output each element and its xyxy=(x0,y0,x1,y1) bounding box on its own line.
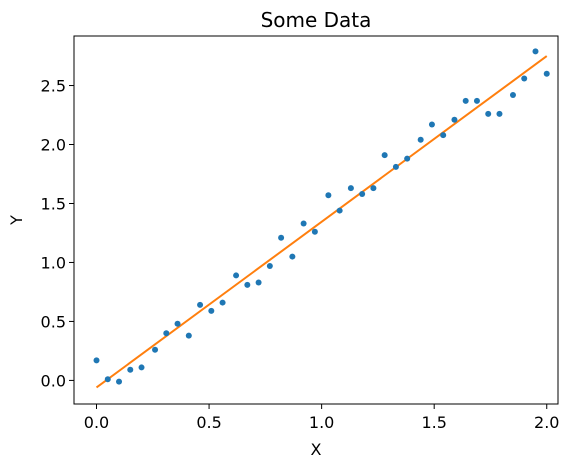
data-point xyxy=(347,185,354,192)
data-point xyxy=(244,281,251,288)
y-axis-label: Y xyxy=(7,215,26,226)
data-point xyxy=(152,346,159,353)
data-point xyxy=(185,332,192,339)
data-point xyxy=(116,378,123,385)
data-point xyxy=(208,307,215,314)
data-point xyxy=(440,132,447,139)
data-point xyxy=(462,97,469,104)
data-point xyxy=(104,376,111,383)
x-axis-ticks: 0.0 0.5 1.0 1.5 2.0 xyxy=(84,404,559,432)
y-tick-label: 0.5 xyxy=(41,312,66,331)
y-tick-label: 1.5 xyxy=(41,194,66,213)
data-point xyxy=(532,48,539,55)
data-point xyxy=(93,357,100,364)
data-point xyxy=(233,272,240,279)
data-point xyxy=(266,263,273,269)
data-point xyxy=(138,364,145,371)
data-point xyxy=(428,121,435,128)
data-point xyxy=(197,301,204,308)
y-tick-label: 2.0 xyxy=(41,136,66,155)
y-tick-label: 0.0 xyxy=(41,371,66,390)
data-point xyxy=(174,320,181,327)
x-tick-label: 0.5 xyxy=(196,413,221,432)
x-tick-label: 2.0 xyxy=(534,413,559,432)
data-point xyxy=(359,191,366,198)
chart-title: Some Data xyxy=(261,8,372,32)
data-point xyxy=(521,75,528,82)
data-point xyxy=(311,228,318,235)
data-point xyxy=(163,330,170,337)
data-point xyxy=(300,220,307,227)
x-tick-label: 1.5 xyxy=(421,413,446,432)
plot-frame xyxy=(73,35,559,405)
data-point xyxy=(278,234,285,241)
data-point xyxy=(496,110,503,117)
data-point xyxy=(543,70,550,77)
data-point xyxy=(485,110,492,117)
data-point xyxy=(417,136,424,143)
x-tick-label: 0.0 xyxy=(84,413,109,432)
data-point xyxy=(473,97,480,104)
x-tick-label: 1.0 xyxy=(309,413,334,432)
y-axis-ticks: 0.0 0.5 1.0 1.5 2.0 2.5 xyxy=(41,77,74,390)
fit-line xyxy=(95,55,548,389)
data-point xyxy=(509,91,516,98)
data-point xyxy=(370,185,377,192)
plot-area xyxy=(93,48,550,389)
y-tick-label: 1.0 xyxy=(41,253,66,272)
x-axis-label: X xyxy=(311,440,322,459)
data-point xyxy=(127,366,134,373)
y-tick-label: 2.5 xyxy=(41,77,66,96)
data-point xyxy=(219,299,226,306)
data-point xyxy=(451,116,458,123)
data-point xyxy=(381,152,388,159)
data-point xyxy=(336,207,343,214)
data-point xyxy=(289,253,296,260)
data-point xyxy=(255,279,262,286)
data-point xyxy=(392,163,399,170)
data-point xyxy=(325,192,332,199)
data-point xyxy=(404,155,411,162)
